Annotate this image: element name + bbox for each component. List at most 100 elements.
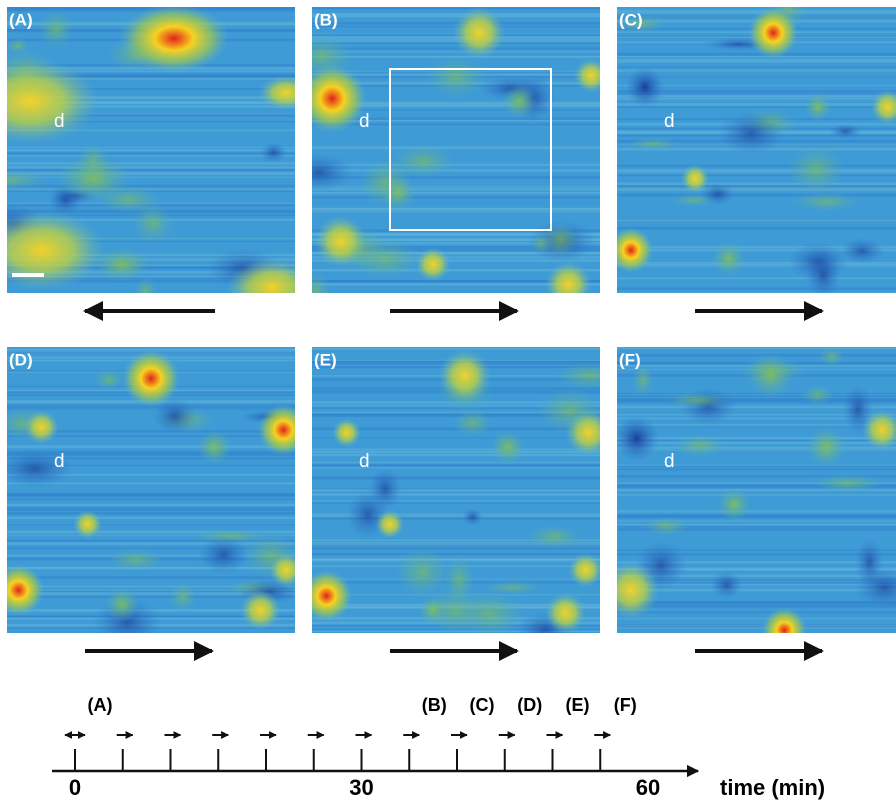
feature bbox=[94, 247, 150, 282]
scan-streak bbox=[312, 542, 600, 546]
scan-streak bbox=[617, 182, 896, 186]
scan-streak bbox=[617, 604, 896, 608]
scan-streak bbox=[617, 488, 896, 492]
scan-streak bbox=[7, 266, 295, 270]
region-box bbox=[389, 68, 552, 231]
scan-streak bbox=[312, 256, 600, 259]
scan-streak bbox=[617, 626, 896, 628]
scan-streak bbox=[7, 168, 295, 172]
scan-image bbox=[617, 7, 896, 293]
scan-streak bbox=[7, 260, 295, 263]
texture bbox=[93, 368, 124, 391]
scan-streak bbox=[617, 417, 896, 420]
scan-streak bbox=[7, 70, 295, 73]
scan-streak bbox=[7, 406, 295, 409]
feature bbox=[438, 349, 491, 402]
scan-streak bbox=[7, 589, 295, 591]
scan-streak bbox=[7, 498, 295, 500]
scan-streak bbox=[617, 468, 896, 471]
scan-streak bbox=[7, 435, 295, 438]
scan-streak bbox=[617, 287, 896, 290]
scan-streak bbox=[7, 408, 295, 410]
scan-streak bbox=[617, 439, 896, 441]
scan-streak bbox=[312, 450, 600, 454]
feature bbox=[7, 564, 45, 616]
scan-streak bbox=[7, 146, 295, 148]
scan-streak bbox=[312, 454, 600, 457]
texture bbox=[801, 384, 834, 405]
texture bbox=[7, 170, 49, 190]
scan-streak bbox=[617, 164, 896, 168]
scan-streak bbox=[617, 405, 896, 409]
scan-streak bbox=[312, 268, 600, 272]
scan-streak bbox=[617, 398, 896, 401]
texture bbox=[7, 449, 73, 489]
texture bbox=[829, 123, 862, 139]
feature bbox=[122, 349, 180, 408]
scan-streak bbox=[7, 176, 295, 178]
scan-streak bbox=[617, 52, 896, 56]
texture bbox=[643, 516, 690, 537]
feature bbox=[312, 64, 367, 133]
tick-label: 60 bbox=[636, 775, 660, 800]
scan-label: (B) bbox=[422, 695, 447, 715]
scan-streak bbox=[7, 430, 295, 433]
scan-streak bbox=[617, 93, 896, 96]
feature bbox=[332, 418, 361, 448]
scan-label: (E) bbox=[566, 695, 590, 715]
feature bbox=[862, 409, 896, 450]
scan-streak bbox=[7, 101, 295, 104]
scan-streak bbox=[7, 348, 295, 350]
texture bbox=[525, 524, 583, 550]
feature bbox=[502, 84, 537, 119]
scan-streak bbox=[7, 445, 295, 449]
scan-streak bbox=[617, 84, 896, 87]
scan-streak bbox=[7, 105, 295, 108]
scan-streak bbox=[7, 494, 295, 497]
feature bbox=[717, 487, 751, 522]
scan-streak bbox=[312, 448, 600, 451]
scan-streak bbox=[617, 97, 896, 100]
feature bbox=[490, 429, 526, 465]
scan-streak bbox=[312, 186, 600, 188]
feature bbox=[381, 175, 416, 211]
scan-label: (A) bbox=[88, 695, 113, 715]
feature bbox=[118, 7, 230, 73]
feature bbox=[225, 258, 295, 293]
scan-streak bbox=[312, 414, 600, 418]
scan-streak bbox=[7, 596, 295, 598]
scan-streak bbox=[617, 446, 896, 450]
panel-label: (C) bbox=[619, 10, 643, 29]
scan-streak bbox=[312, 103, 600, 107]
feature bbox=[415, 247, 451, 282]
scan-streak bbox=[7, 75, 295, 78]
feature bbox=[681, 164, 710, 193]
scan-image bbox=[312, 7, 600, 293]
scan-streak bbox=[617, 464, 896, 466]
texture bbox=[811, 473, 884, 492]
scan-streak bbox=[617, 528, 896, 531]
scan-streak bbox=[7, 512, 295, 515]
feature bbox=[257, 404, 295, 456]
scan-streak bbox=[617, 582, 896, 586]
feature bbox=[104, 587, 140, 622]
scan-streak bbox=[312, 500, 600, 503]
scan-streak bbox=[7, 454, 295, 456]
feature bbox=[617, 561, 659, 619]
scan-streak bbox=[7, 516, 295, 519]
panel-label: (F) bbox=[619, 350, 641, 369]
scan-streak bbox=[617, 105, 896, 108]
scan-streak bbox=[7, 77, 295, 81]
panel-label: (D) bbox=[9, 350, 33, 369]
scan-streak bbox=[617, 75, 896, 78]
scan-streak bbox=[617, 475, 896, 478]
scan-streak bbox=[312, 463, 600, 467]
scan-streak bbox=[7, 482, 295, 485]
scan-streak bbox=[617, 632, 896, 633]
scan-streak bbox=[312, 347, 600, 350]
feature bbox=[258, 75, 295, 110]
feature bbox=[56, 155, 131, 202]
texture bbox=[106, 548, 166, 572]
texture bbox=[153, 397, 197, 435]
texture bbox=[617, 15, 668, 33]
